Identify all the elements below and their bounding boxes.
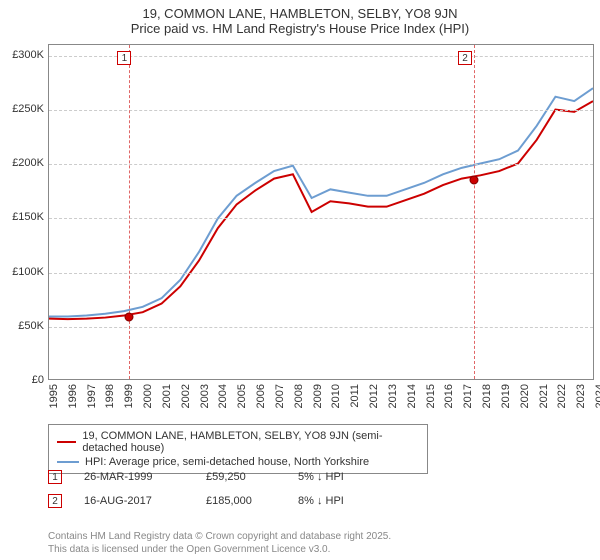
sale-row-1: 1 26-MAR-1999 £59,250 5% ↓ HPI	[48, 470, 388, 484]
sale-diff-2: 8% ↓ HPI	[298, 495, 388, 507]
x-tick-label: 2024	[594, 384, 600, 408]
chart-container: 12 £0£50K£100K£150K£200K£250K£300K199519…	[0, 44, 600, 414]
x-tick-label: 2007	[274, 384, 286, 408]
x-tick-label: 2004	[217, 384, 229, 408]
sale-badge-2: 2	[48, 494, 62, 508]
title-address: 19, COMMON LANE, HAMBLETON, SELBY, YO8 9…	[10, 6, 590, 21]
x-tick-label: 2021	[538, 384, 550, 408]
sale-row-2: 2 16-AUG-2017 £185,000 8% ↓ HPI	[48, 494, 388, 508]
legend-swatch-property	[57, 441, 76, 443]
legend: 19, COMMON LANE, HAMBLETON, SELBY, YO8 9…	[48, 424, 428, 474]
legend-swatch-hpi	[57, 461, 79, 463]
legend-label-hpi: HPI: Average price, semi-detached house,…	[85, 456, 369, 468]
x-tick-label: 1999	[123, 384, 135, 408]
y-tick-label: £50K	[0, 320, 44, 332]
sale-date-2: 16-AUG-2017	[84, 495, 184, 507]
x-tick-label: 2003	[199, 384, 211, 408]
sale-vline	[129, 45, 130, 379]
chart-svg	[49, 45, 593, 379]
sale-marker	[469, 176, 478, 185]
x-tick-label: 2023	[575, 384, 587, 408]
plot-area: 12	[48, 44, 594, 380]
sale-badge-1: 1	[48, 470, 62, 484]
x-tick-label: 2017	[462, 384, 474, 408]
x-tick-label: 2009	[312, 384, 324, 408]
x-tick-label: 2005	[236, 384, 248, 408]
x-tick-label: 1998	[104, 384, 116, 408]
sale-diff-1: 5% ↓ HPI	[298, 471, 388, 483]
x-tick-label: 2018	[481, 384, 493, 408]
x-tick-label: 1995	[48, 384, 60, 408]
footer-attribution: Contains HM Land Registry data © Crown c…	[48, 530, 391, 556]
title-subtitle: Price paid vs. HM Land Registry's House …	[10, 21, 590, 36]
x-tick-label: 2010	[330, 384, 342, 408]
y-tick-label: £250K	[0, 103, 44, 115]
footer-line2: This data is licensed under the Open Gov…	[48, 543, 391, 556]
x-tick-label: 2020	[519, 384, 531, 408]
y-tick-label: £200K	[0, 157, 44, 169]
x-tick-label: 2006	[255, 384, 267, 408]
legend-row-hpi: HPI: Average price, semi-detached house,…	[57, 455, 419, 469]
x-tick-label: 2001	[161, 384, 173, 408]
x-tick-label: 2011	[349, 384, 361, 408]
gridline	[49, 110, 593, 111]
x-tick-label: 2015	[425, 384, 437, 408]
gridline	[49, 164, 593, 165]
legend-row-property: 19, COMMON LANE, HAMBLETON, SELBY, YO8 9…	[57, 429, 419, 455]
y-tick-label: £150K	[0, 211, 44, 223]
line-hpi	[49, 88, 593, 316]
gridline	[49, 218, 593, 219]
chart-title: 19, COMMON LANE, HAMBLETON, SELBY, YO8 9…	[0, 0, 600, 38]
sale-price-1: £59,250	[206, 471, 276, 483]
legend-label-property: 19, COMMON LANE, HAMBLETON, SELBY, YO8 9…	[82, 430, 419, 454]
footer-line1: Contains HM Land Registry data © Crown c…	[48, 530, 391, 543]
y-tick-label: £0	[0, 374, 44, 386]
sale-date-1: 26-MAR-1999	[84, 471, 184, 483]
y-tick-label: £300K	[0, 49, 44, 61]
x-tick-label: 2008	[293, 384, 305, 408]
sale-badge-on-chart: 2	[458, 51, 472, 65]
x-tick-label: 1996	[67, 384, 79, 408]
x-tick-label: 2022	[556, 384, 568, 408]
x-tick-label: 2013	[387, 384, 399, 408]
x-tick-label: 2002	[180, 384, 192, 408]
x-tick-label: 2016	[443, 384, 455, 408]
y-tick-label: £100K	[0, 266, 44, 278]
x-tick-label: 1997	[86, 384, 98, 408]
gridline	[49, 273, 593, 274]
x-tick-label: 2012	[368, 384, 380, 408]
gridline	[49, 327, 593, 328]
sale-vline	[474, 45, 475, 379]
line-property	[49, 101, 593, 319]
x-tick-label: 2000	[142, 384, 154, 408]
sale-marker	[124, 312, 133, 321]
sale-badge-on-chart: 1	[117, 51, 131, 65]
sale-price-2: £185,000	[206, 495, 276, 507]
x-tick-label: 2019	[500, 384, 512, 408]
x-tick-label: 2014	[406, 384, 418, 408]
